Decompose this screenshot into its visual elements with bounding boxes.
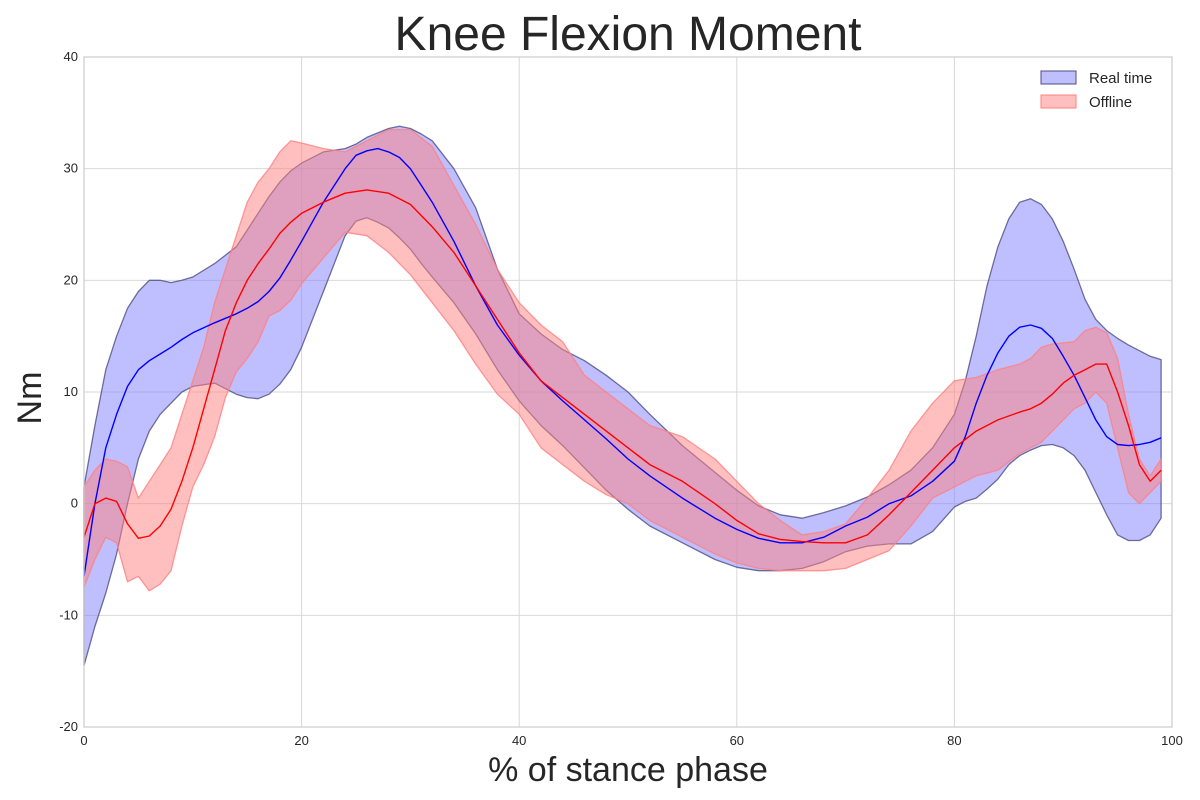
y-tick-label-10: 10: [64, 384, 78, 399]
y-tick-labels: -20 -10 0 10 20 30 40: [59, 49, 78, 734]
band-offline: [83, 128, 1162, 592]
y-tick-label-40: 40: [64, 49, 78, 64]
legend-swatch-real-time: [1040, 70, 1077, 85]
y-tick-label-0: 0: [71, 496, 78, 511]
plot-frame: [83, 56, 1173, 728]
x-tick-label-0: 0: [80, 733, 87, 748]
mean-line-offline: [83, 189, 1162, 544]
mean-line-real-time: [83, 147, 1162, 577]
chart-title: Knee Flexion Moment: [395, 8, 862, 61]
mean-lines: [83, 147, 1162, 577]
x-tick-label-80: 80: [947, 733, 961, 748]
x-tick-label-100: 100: [1161, 733, 1183, 748]
y-axis-label: Nm: [11, 372, 49, 425]
y-tick-label--20: -20: [59, 719, 78, 734]
y-tick-label--10: -10: [59, 607, 78, 622]
y-tick-label-30: 30: [64, 161, 78, 176]
confidence-bands: [83, 125, 1162, 667]
y-tick-label-20: 20: [64, 272, 78, 287]
x-tick-label-20: 20: [294, 733, 308, 748]
legend: Real time Offline: [1040, 70, 1152, 111]
x-tick-label-60: 60: [730, 733, 744, 748]
x-tick-label-40: 40: [512, 733, 526, 748]
x-axis-label: % of stance phase: [488, 751, 768, 789]
legend-label-real-time: Real time: [1089, 70, 1152, 87]
x-tick-labels: 0 20 40 60 80 100: [80, 733, 1182, 748]
legend-label-offline: Offline: [1089, 94, 1132, 111]
legend-swatch-offline: [1040, 94, 1077, 109]
